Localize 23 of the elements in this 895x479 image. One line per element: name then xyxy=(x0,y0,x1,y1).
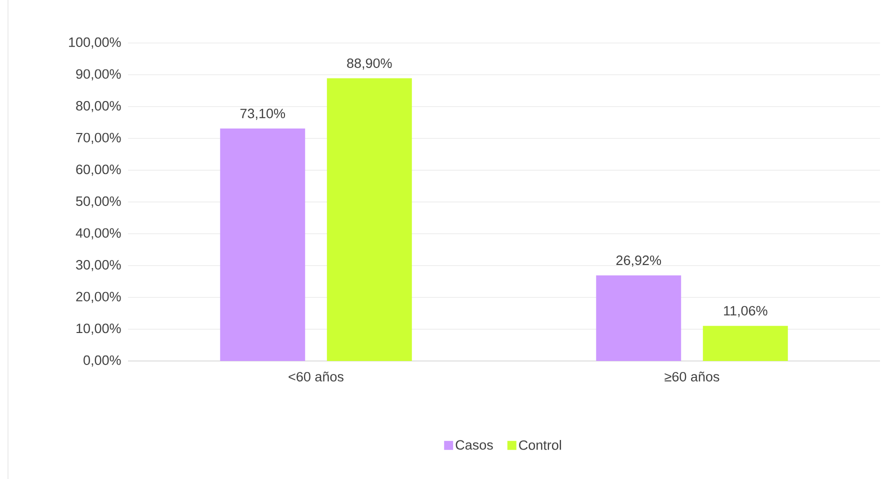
y-tick-label: 0,00% xyxy=(84,355,121,367)
y-tick-label: 70,00% xyxy=(76,132,121,144)
y-tick-label: 10,00% xyxy=(76,324,121,335)
data-label: 73,10% xyxy=(240,108,286,120)
data-label: 11,06% xyxy=(724,306,768,318)
data-label: 88,90% xyxy=(347,58,392,70)
legend-label: Casos xyxy=(456,440,493,450)
data-label: 26,92% xyxy=(616,256,662,267)
bar xyxy=(326,78,412,361)
x-tick-label: ≥60 años xyxy=(664,372,720,382)
y-tick-label: 90,00% xyxy=(76,69,121,80)
legend-label: Control xyxy=(519,440,561,450)
y-tick-label: 40,00% xyxy=(76,228,121,240)
y-tick-label: 20,00% xyxy=(76,292,121,303)
bar xyxy=(220,128,306,361)
bar xyxy=(702,326,788,361)
y-tick-label: 80,00% xyxy=(76,101,121,112)
y-tick-label: 50,00% xyxy=(76,196,121,208)
y-tick-label: 60,00% xyxy=(76,164,121,176)
y-tick-label: 30,00% xyxy=(76,260,121,272)
x-tick-label: <60 años xyxy=(288,372,344,382)
y-tick-label: 100,00% xyxy=(69,37,121,49)
bar xyxy=(596,275,682,361)
